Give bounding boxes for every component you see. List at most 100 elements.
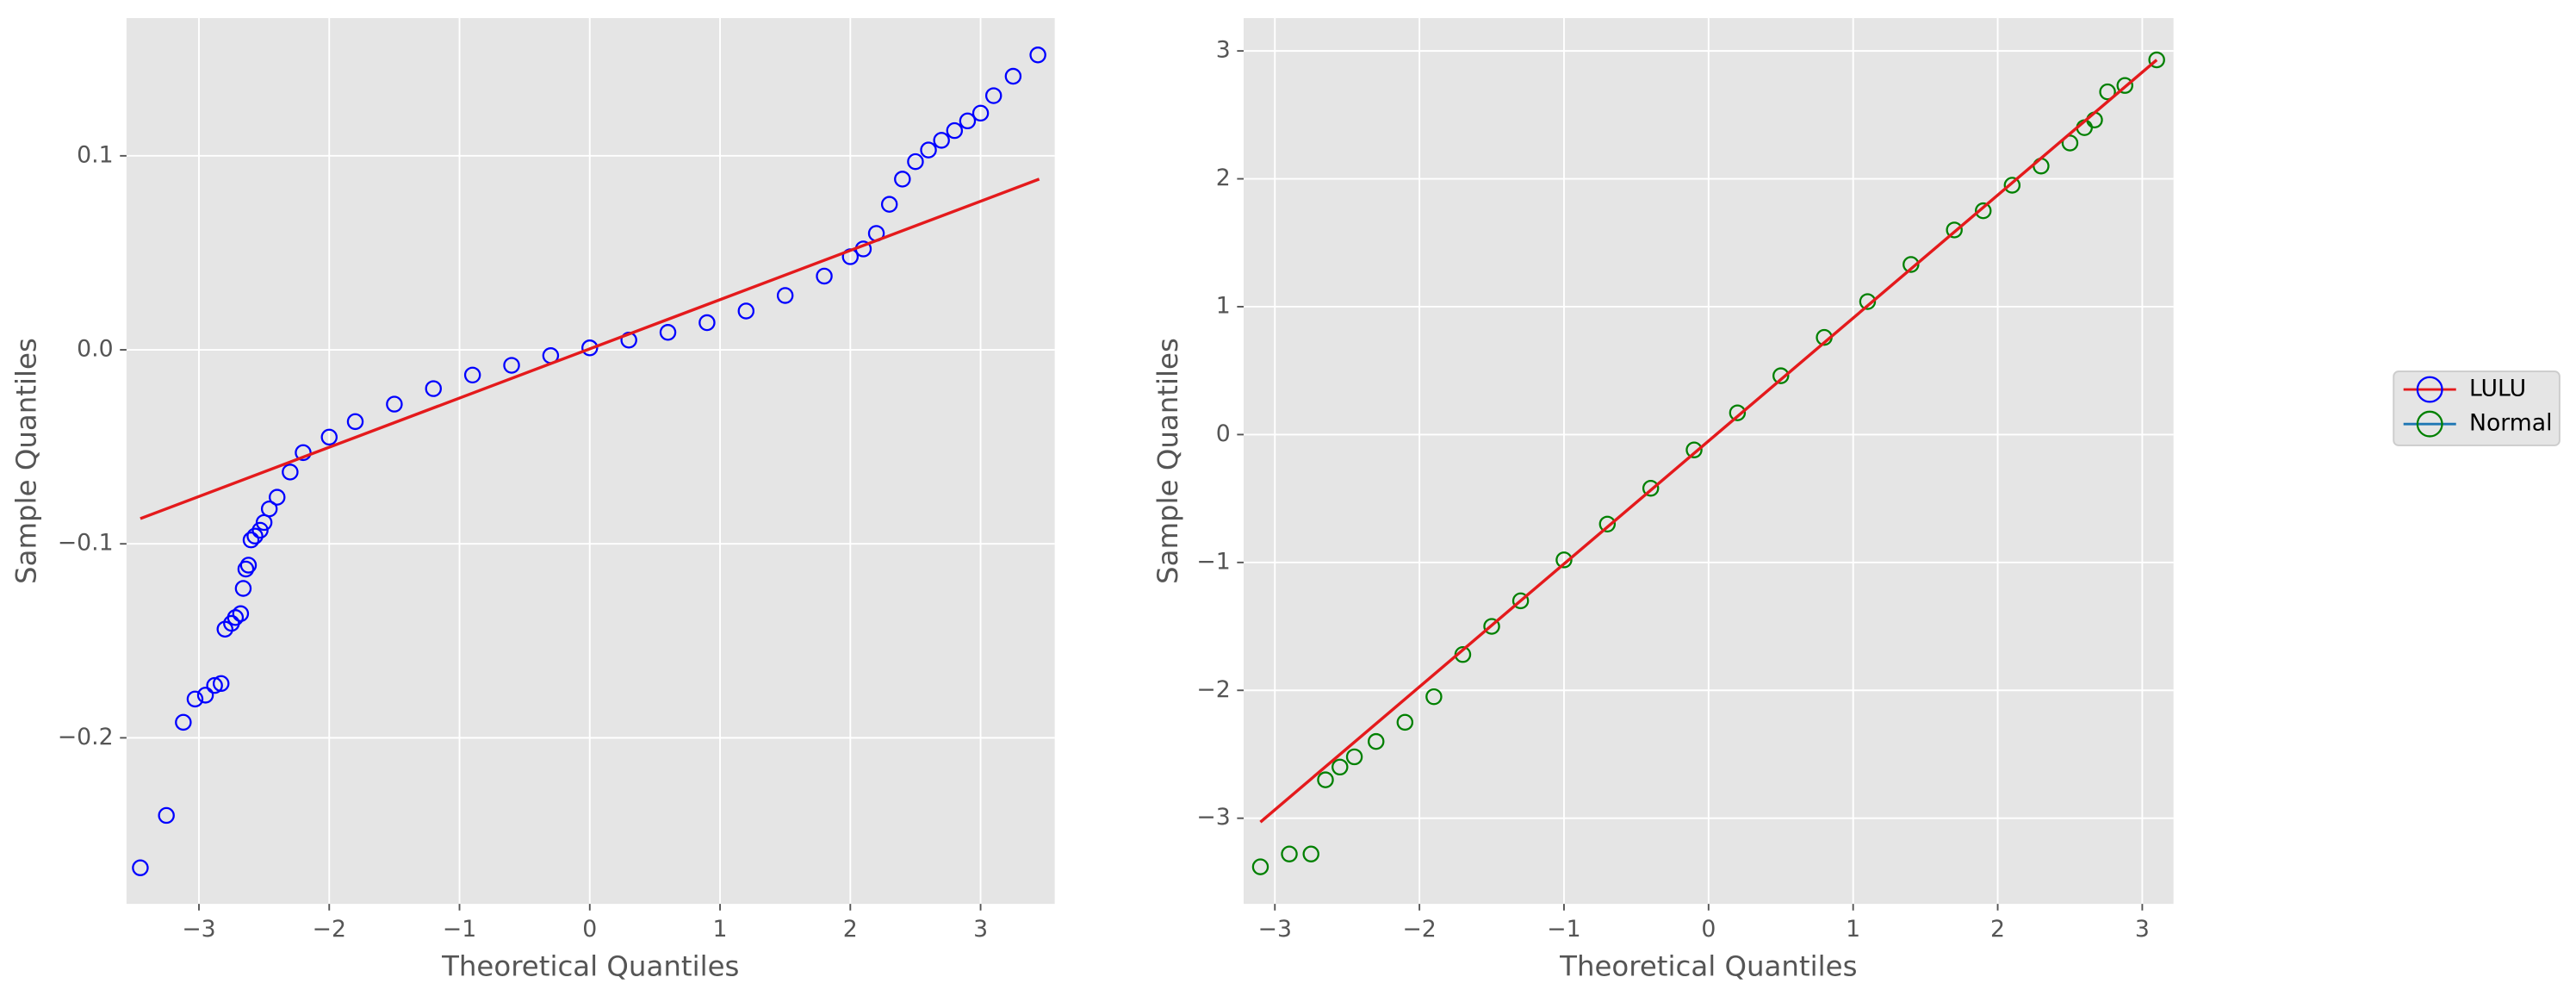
y-axis-label: Sample Quantiles [9,338,42,584]
point [1859,293,1877,310]
legend-marker [2416,376,2443,403]
point [1685,441,1703,458]
point [1317,771,1334,788]
point [175,713,192,731]
y-tick-label: 0 [1216,420,1231,447]
point [659,324,677,341]
point [907,152,924,171]
point [232,605,250,622]
point [320,428,338,446]
point [1425,688,1443,706]
point [1302,845,1319,862]
point [242,531,260,549]
point [503,357,520,374]
y-tick-label: 1 [1216,292,1231,319]
point [971,104,990,122]
point [1331,758,1349,776]
x-tick-label: 1 [1846,916,1860,943]
point [894,171,911,188]
y-tick-label: 2 [1216,165,1231,191]
point [260,500,278,518]
x-tick-label: 3 [973,916,988,943]
plot-area [126,17,1055,905]
point [158,806,175,825]
point [132,859,149,876]
point [1772,367,1790,384]
x-tick-label: 1 [713,916,728,943]
point [282,464,299,481]
point [2116,77,2133,94]
y-axis-label: Sample Quantiles [1151,338,1184,584]
point [816,267,833,285]
fit-line [1259,59,2158,824]
point [1946,221,1963,239]
fit-line [140,177,1040,520]
point [2099,83,2116,101]
y-tick-label: −2 [1196,676,1230,703]
point [1483,618,1500,635]
point [2148,51,2165,69]
point [1368,732,1385,750]
point [1975,202,1992,220]
point [1396,713,1414,731]
point [737,302,755,320]
point [1251,858,1269,875]
point [246,527,264,545]
point [251,521,269,539]
x-tick-label: 3 [2135,916,2150,943]
point [269,489,286,506]
y-tick-label: −0.2 [58,724,114,750]
point [959,112,977,130]
x-tick-label: 0 [1701,916,1716,943]
y-tick-label: 0.1 [77,141,113,168]
legend-label: LULU [2469,376,2526,402]
point [920,141,937,159]
point [776,287,794,304]
point [212,675,230,693]
legend-marker [2416,410,2443,438]
point [239,557,258,574]
point [1004,67,1022,85]
point [463,366,481,384]
y-tick-label: 0.0 [77,336,113,363]
point [237,560,255,578]
point [1281,845,1298,862]
x-tick-label: −3 [182,916,215,943]
point [946,121,964,140]
x-tick-label: 0 [582,916,597,943]
point [1511,592,1530,610]
point [1598,515,1617,533]
point [2003,177,2021,194]
x-axis-label: Theoretical Quantiles [441,950,739,983]
y-tick-label: −1 [1196,548,1230,575]
x-tick-label: −1 [1547,916,1580,943]
point [581,339,599,357]
point [1555,551,1573,569]
point [425,380,442,397]
y-tick-label: 3 [1216,37,1231,64]
point [227,609,245,626]
point [1729,404,1747,421]
point [984,87,1002,104]
point [698,314,716,332]
point [196,687,214,704]
x-tick-label: 2 [1990,916,2005,943]
point [206,676,223,694]
point [1345,748,1363,766]
point [1642,480,1660,497]
x-tick-label: 2 [843,916,858,943]
legend: LULU Normal [2393,370,2560,446]
x-tick-label: −1 [443,916,476,943]
point [386,395,403,413]
point [933,132,950,149]
point [880,196,898,213]
point [1029,47,1046,64]
x-tick-label: −2 [1402,916,1436,943]
point [234,580,252,597]
legend-label: Normal [2469,410,2553,437]
point [2061,134,2079,152]
x-tick-label: −3 [1258,916,1292,943]
point [295,444,312,462]
